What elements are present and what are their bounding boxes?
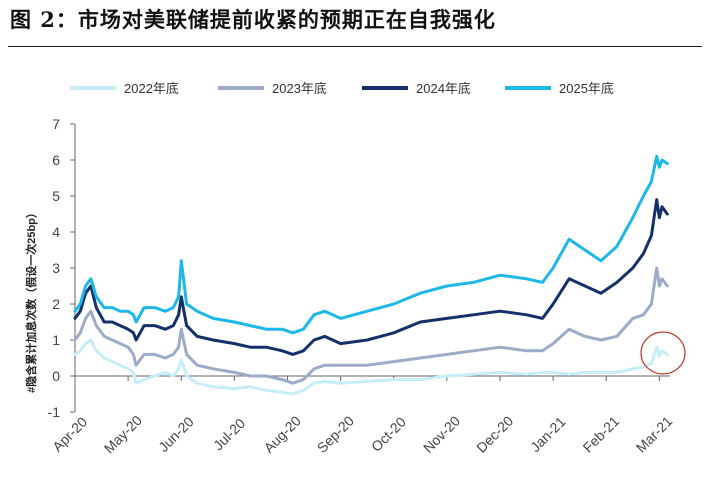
y-axis: -1 0 1 2 3 4 5 6 7 — [48, 116, 76, 420]
x-tick-label: Aug-20 — [261, 412, 304, 455]
x-axis: Apr-20 May-20 Jun-20 Jul-20 Aug-20 Sep-20 Oct-… — [49, 375, 676, 456]
y-tick-label: 1 — [52, 332, 60, 348]
series-line-3 — [73, 198, 669, 356]
x-tick-label: Feb-21 — [580, 413, 623, 456]
y-tick-label: -1 — [48, 404, 61, 420]
legend-label: 2024年底 — [416, 81, 471, 96]
y-tick-label: 2 — [52, 296, 60, 312]
series-line-2 — [73, 266, 669, 385]
y-tick-label: 0 — [52, 368, 60, 384]
highlight-circle — [640, 331, 686, 375]
series-line-1 — [73, 338, 669, 396]
y-tick-label: 4 — [52, 224, 60, 240]
y-axis-label: #隐含累计加息次数（假设一次25bp） — [24, 207, 38, 393]
x-tick-label: Jan-21 — [527, 413, 569, 455]
legend-label: 2025年底 — [559, 81, 614, 96]
x-tick-label: Oct-20 — [368, 414, 409, 455]
y-tick-label: 6 — [52, 152, 60, 168]
x-tick-label: Sep-20 — [314, 412, 357, 455]
y-tick-label: 3 — [52, 260, 60, 276]
y-tick-label: 5 — [52, 188, 60, 204]
title-divider — [8, 46, 702, 47]
legend-label: 2022年底 — [124, 81, 179, 96]
x-tick-label: Dec-20 — [473, 412, 516, 455]
x-tick-label: Mar-21 — [633, 413, 676, 456]
page-title: 图 2：市场对美联储提前收紧的预期正在自我强化 — [10, 7, 496, 32]
series-lines — [73, 154, 669, 396]
x-tick-label: Jun-20 — [155, 413, 197, 455]
x-tick-label: May-20 — [101, 412, 145, 456]
chart-legend: 2022年底 2023年底 2024年底 2025年底 — [70, 81, 614, 96]
x-tick-label: Nov-20 — [420, 412, 463, 455]
legend-label: 2023年底 — [272, 81, 327, 96]
x-tick-label: Jul-20 — [210, 415, 248, 453]
series-line-4 — [73, 154, 669, 335]
y-tick-label: 7 — [52, 116, 60, 132]
